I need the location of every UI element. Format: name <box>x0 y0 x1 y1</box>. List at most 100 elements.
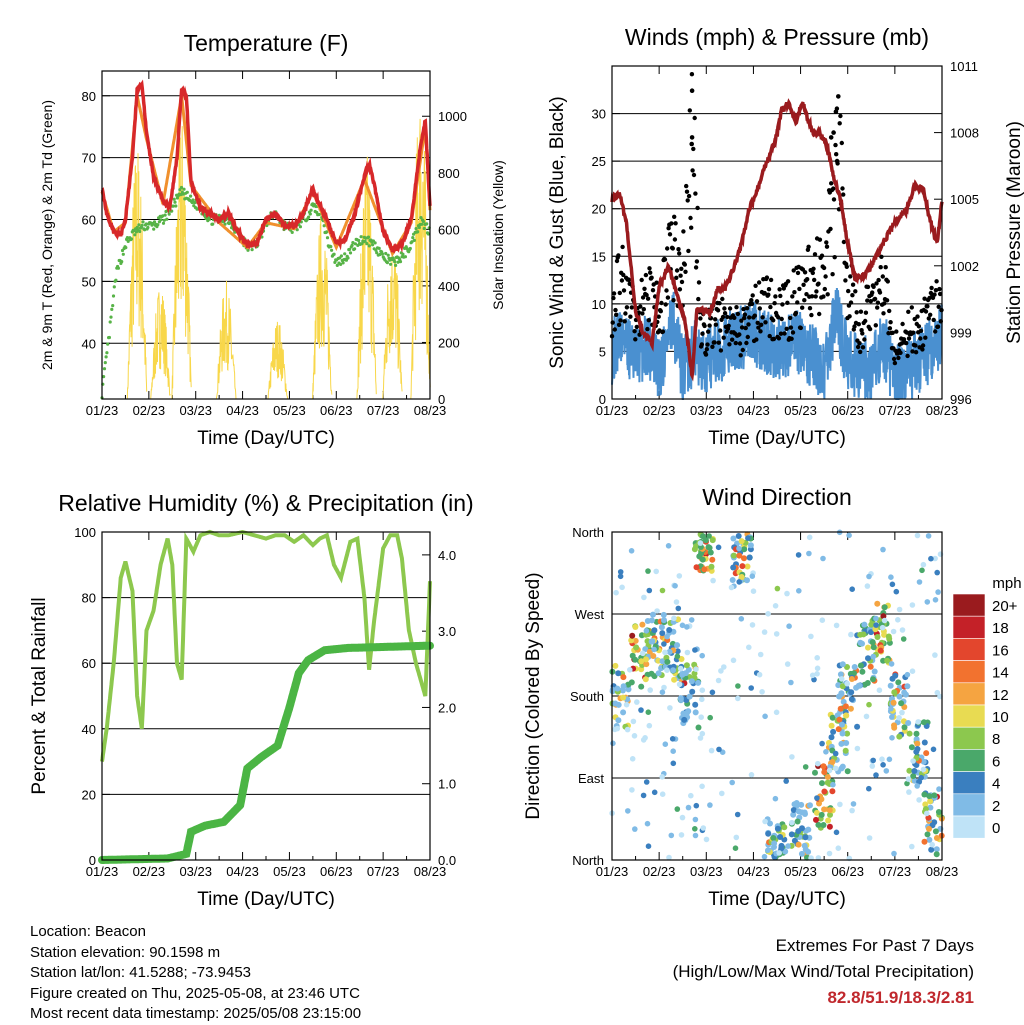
wdir-point <box>675 605 682 612</box>
wdir-point <box>772 795 779 802</box>
wdir-point <box>642 646 649 653</box>
wdir-point <box>870 653 877 660</box>
wdir-point <box>890 699 897 706</box>
wdir-point <box>643 661 650 668</box>
wind-gust-point <box>716 340 721 345</box>
wdir-point <box>844 768 851 775</box>
wdir-point <box>706 533 712 539</box>
wind-gust-point <box>918 328 924 333</box>
wdir-point <box>932 828 939 835</box>
wind-gust-point <box>822 286 827 292</box>
wdir-point <box>629 756 636 762</box>
wdir-point <box>661 617 667 624</box>
wind-gust-point <box>816 281 821 286</box>
temp-td-point <box>366 235 371 239</box>
wdir-point <box>819 740 825 747</box>
wdir-point <box>909 602 916 608</box>
wind-gust-point <box>687 108 692 113</box>
temp-td-point <box>343 252 347 256</box>
wdir-point <box>866 701 872 708</box>
wdir-point <box>928 555 934 562</box>
wind-gust-point <box>848 274 853 279</box>
temp-td-point <box>172 197 176 201</box>
wind-gust-point <box>858 349 863 355</box>
wdir-colorbar-label: 20+ <box>992 598 1018 615</box>
wdir-colorbar-swatch <box>952 771 986 795</box>
wind-gust-point <box>708 316 714 321</box>
wdir-point <box>857 639 864 646</box>
temp-xtick-label: 07/23 <box>367 403 400 418</box>
wdir-point <box>682 670 689 677</box>
temp-td-point <box>107 335 111 340</box>
wind-gust-point <box>773 294 778 299</box>
wdir-point <box>790 807 797 813</box>
wdir-point <box>848 696 855 703</box>
wdir-point <box>669 736 676 742</box>
wind-gust-point <box>695 205 700 211</box>
wind-ylabel: Sonic Wind & Gust (Blue, Black) <box>547 96 568 368</box>
wind-gust-point <box>720 296 725 302</box>
wdir-point <box>848 631 854 638</box>
temp-y2tick-label: 0 <box>438 392 445 407</box>
wind-gust-point <box>804 292 809 297</box>
wind-gust-point <box>785 300 790 305</box>
temp-td-point <box>378 252 382 257</box>
wdir-point <box>638 658 645 665</box>
wind-gust-point <box>763 320 768 325</box>
wdir-point <box>750 588 757 594</box>
wdir-point <box>899 627 906 633</box>
wdir-point <box>798 801 805 808</box>
wind-gust-point <box>693 265 699 270</box>
temp-td-point <box>420 222 424 226</box>
wdir-point <box>610 740 616 747</box>
wdir-point <box>697 540 704 546</box>
wdir-point <box>896 606 903 613</box>
temp-td-point <box>317 212 321 217</box>
wind-gust-peak <box>833 109 839 114</box>
wdir-point <box>614 685 621 692</box>
wind-gust-point <box>812 277 817 283</box>
wind-gust-point <box>771 318 776 323</box>
wdir-point <box>909 843 915 850</box>
wdir-point <box>880 546 886 553</box>
wind-gust-point <box>848 300 854 305</box>
wdir-point <box>692 647 698 653</box>
wdir-point <box>838 740 845 747</box>
rh-humidity-line <box>100 529 432 762</box>
wdir-point <box>843 712 850 719</box>
wdir-point <box>659 658 666 665</box>
wdir-point <box>648 617 655 624</box>
wdir-point <box>777 834 784 840</box>
wdir-point <box>691 661 698 668</box>
wind-gust-point <box>785 279 791 284</box>
wind-y2tick-label: 1011 <box>950 59 978 74</box>
wdir-point <box>788 679 794 686</box>
wdir-ytick-label: North <box>572 525 604 540</box>
wind-gust-point <box>926 316 931 321</box>
wind-xtick-label: 02/23 <box>643 403 676 418</box>
wdir-point <box>639 621 646 628</box>
wind-gust-point <box>754 337 759 342</box>
wind-gust-point <box>877 290 883 295</box>
wdir-point <box>756 671 763 678</box>
rh-y2tick-label: 4.0 <box>438 548 456 563</box>
wdir-point <box>826 767 833 774</box>
wdir-point <box>814 655 820 661</box>
wdir-xtick-label: 03/23 <box>690 864 723 879</box>
wind-gust-point <box>890 330 895 335</box>
wind-gust-point <box>872 296 878 302</box>
wind-ytick-label: 0 <box>599 392 606 407</box>
wdir-point <box>649 638 656 645</box>
wdir-point <box>881 617 888 624</box>
wdir-point <box>762 713 768 720</box>
wind-gust-point <box>906 309 911 314</box>
rh-y2tick-label: 0.0 <box>438 853 456 868</box>
temp-td-point <box>162 218 166 222</box>
temp-td-point <box>298 225 302 229</box>
wind-gust-point <box>614 258 620 264</box>
wdir-point <box>820 763 827 770</box>
wind-gust-point <box>860 331 865 336</box>
wind-gust-point <box>876 277 881 283</box>
wdir-point <box>659 689 666 695</box>
wdir-point <box>934 689 941 696</box>
